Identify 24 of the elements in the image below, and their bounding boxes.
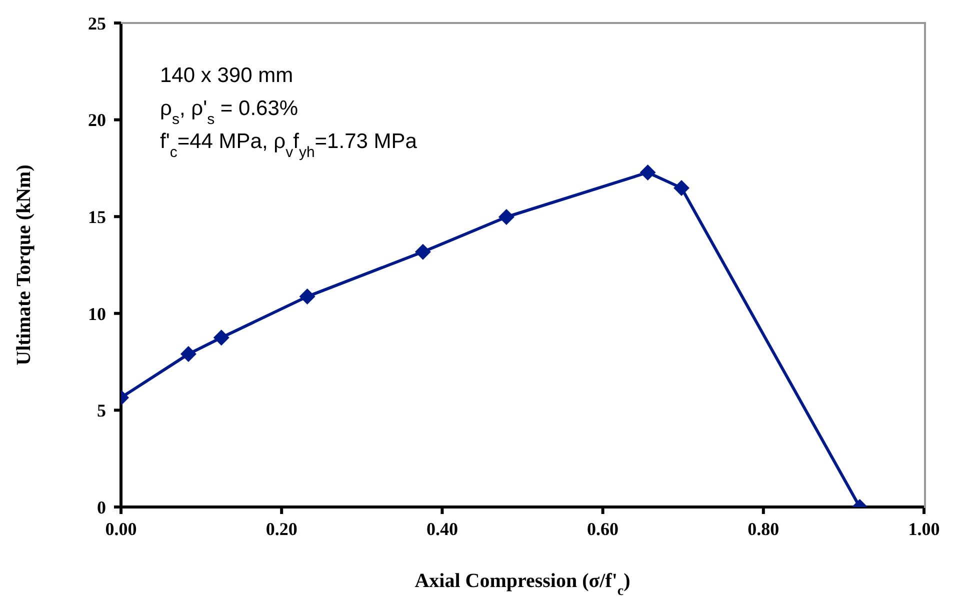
point (414, 244, 431, 260)
point (498, 208, 514, 225)
point (180, 346, 196, 362)
annotation: ρ$_{s}$, ρ'$_{s}$ = 0.63% (160, 97, 298, 128)
x-tick-label: 0.20 (266, 518, 298, 539)
y-tick-label: 10 (88, 304, 106, 324)
x-tick-label: 0.00 (105, 518, 137, 539)
y-tick-label: 15 (88, 206, 106, 227)
annotation: f'$_{c}$=44 MPa, ρ$_{v}$f$_{yh}$=1.73 MPa (160, 130, 418, 160)
point (673, 180, 690, 196)
y-tick-label: 25 (88, 13, 106, 34)
x-axis-title: Axial Compression (σ/f'$_{c}$) (414, 570, 630, 598)
y-axis-title: Ultimate Torque (kNm) (13, 164, 35, 366)
x-tick-label: 0.60 (587, 518, 619, 539)
y-tick-label: 5 (97, 400, 106, 421)
y-tick-label: 0 (97, 497, 106, 518)
point (640, 164, 656, 180)
point (213, 330, 230, 346)
x-tick-label: 1.00 (908, 518, 940, 539)
x-tick-label: 0.40 (426, 518, 458, 539)
x-tick-label: 0.80 (748, 518, 780, 539)
point (299, 288, 316, 305)
y-tick-label: 20 (88, 110, 106, 130)
annotation: 140 x 390 mm (160, 64, 294, 87)
